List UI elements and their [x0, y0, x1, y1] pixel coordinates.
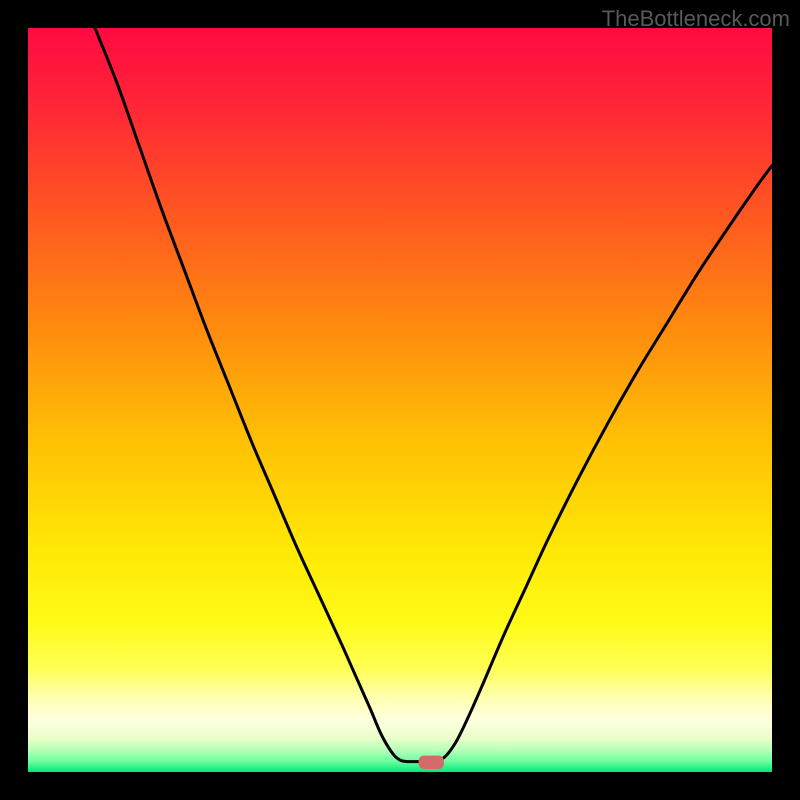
optimal-marker: [419, 756, 444, 769]
attribution-text: TheBottleneck.com: [602, 6, 790, 32]
chart-container: TheBottleneck.com: [0, 0, 800, 800]
plot-area: [28, 28, 772, 772]
bottleneck-chart: [0, 0, 800, 800]
